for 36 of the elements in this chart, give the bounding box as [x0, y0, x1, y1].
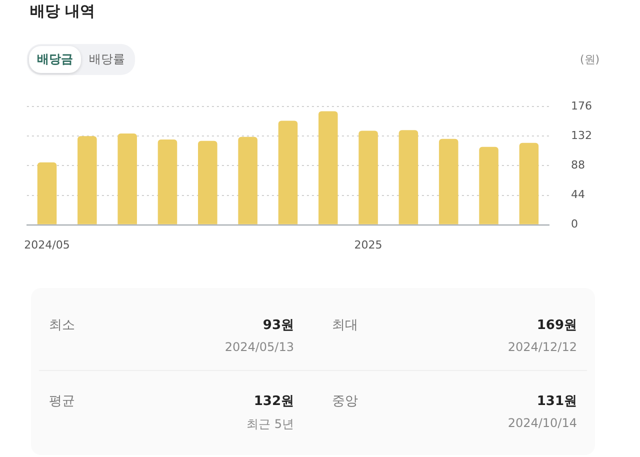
- text: 배당률: [88, 51, 126, 68]
- text: 2024/12/12: [508, 340, 577, 354]
- bar: [118, 133, 137, 224]
- bar: [479, 146, 498, 224]
- text: 2024/10/14: [508, 416, 577, 430]
- text: 평균: [49, 393, 75, 410]
- y-tick-label: 176: [571, 99, 592, 112]
- bar: [438, 138, 458, 224]
- bar: [358, 130, 378, 224]
- bar: [278, 120, 298, 224]
- text: 중앙: [332, 393, 358, 410]
- bar: [238, 136, 258, 224]
- y-tick-label: 0: [571, 218, 578, 231]
- y-axis-title: (원): [580, 52, 600, 67]
- text: 131원: [536, 393, 577, 410]
- bar: [158, 140, 178, 224]
- y-tick-label: 88: [571, 158, 586, 172]
- text: 169원: [536, 317, 577, 334]
- bar: [78, 136, 97, 224]
- bar: [519, 142, 539, 224]
- chart-title: 배당 내역: [30, 2, 96, 21]
- x-tick-label: 2024/05: [24, 238, 70, 252]
- text: 최소: [49, 317, 75, 334]
- y-tick-label: 132: [571, 129, 592, 142]
- text: 2024/05/13: [224, 340, 294, 354]
- text: 배당금: [29, 46, 81, 73]
- x-tick-label: 2025: [354, 238, 382, 252]
- y-tick-label: 44: [571, 188, 586, 202]
- text: 최근 5년: [246, 416, 294, 433]
- text: 최대: [332, 317, 358, 334]
- text: 132원: [254, 393, 294, 410]
- bar: [37, 162, 57, 224]
- bar: [318, 111, 338, 224]
- text: 93원: [262, 317, 294, 334]
- bar: [198, 140, 218, 224]
- bar: [398, 130, 418, 224]
